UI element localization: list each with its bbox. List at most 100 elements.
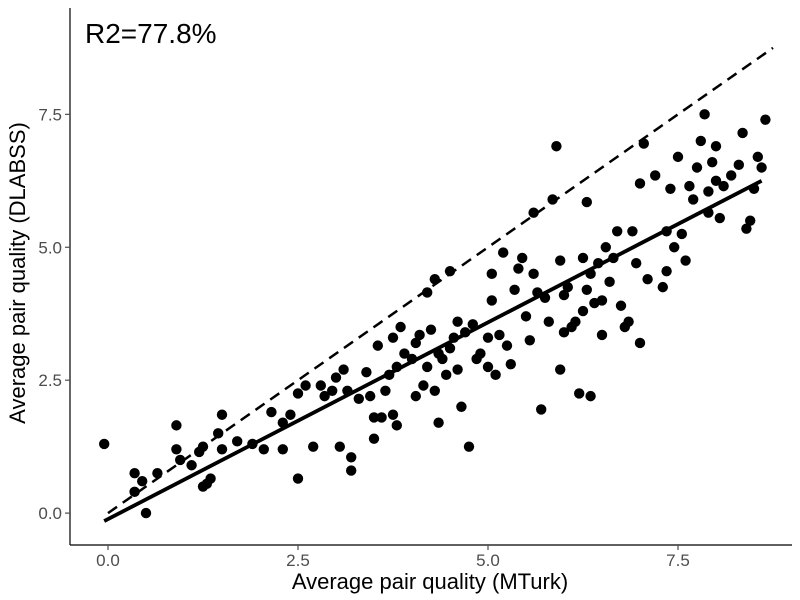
- data-point: [756, 162, 767, 173]
- data-point: [372, 340, 383, 351]
- data-point: [608, 252, 619, 264]
- data-point: [555, 364, 566, 375]
- data-point: [517, 252, 528, 264]
- data-point: [577, 252, 589, 264]
- data-point: [596, 329, 608, 341]
- data-point: [539, 292, 551, 303]
- data-point: [612, 226, 623, 237]
- data-point: [551, 141, 562, 152]
- data-point: [441, 369, 452, 381]
- data-point: [657, 281, 668, 293]
- data-point: [266, 406, 277, 418]
- data-point: [760, 114, 771, 125]
- data-point: [395, 321, 406, 333]
- data-point: [627, 226, 638, 237]
- data-point: [175, 454, 186, 466]
- x-tick-label: 7.5: [666, 551, 690, 570]
- data-point: [129, 468, 140, 479]
- data-point: [482, 361, 494, 373]
- plot-area: [99, 46, 774, 523]
- data-point: [277, 444, 288, 455]
- data-point: [315, 380, 326, 391]
- fit-line-layer: [103, 179, 763, 523]
- data-point: [695, 135, 706, 147]
- data-point: [718, 180, 729, 192]
- data-point: [171, 420, 182, 431]
- data-point: [327, 385, 338, 397]
- data-point: [452, 316, 463, 327]
- data-point: [596, 295, 608, 306]
- y-axis-title: Average pair quality (DLABSS): [5, 122, 30, 424]
- data-point: [258, 444, 269, 455]
- data-point: [463, 441, 475, 452]
- data-point: [425, 324, 437, 335]
- data-point: [631, 258, 642, 269]
- data-point: [680, 255, 691, 266]
- data-point: [197, 441, 209, 452]
- data-point: [574, 388, 585, 399]
- data-point: [330, 372, 342, 383]
- data-point: [346, 465, 357, 476]
- x-axis-title: Average pair quality (MTurk): [292, 569, 568, 594]
- data-point: [528, 268, 539, 280]
- data-point: [562, 281, 573, 293]
- data-point: [710, 141, 722, 152]
- data-point: [444, 343, 456, 354]
- data-point: [585, 268, 596, 280]
- y-tick-label: 7.5: [38, 105, 62, 124]
- data-point: [494, 329, 505, 341]
- data-point: [437, 353, 448, 365]
- data-point: [140, 507, 152, 519]
- x-axis-ticks: 0.0 2.5 5.0 7.5: [96, 545, 690, 570]
- data-point: [745, 215, 756, 226]
- data-point: [501, 340, 513, 351]
- data-point: [593, 258, 604, 269]
- data-point: [308, 441, 319, 452]
- data-point: [513, 263, 524, 274]
- data-point: [414, 329, 425, 341]
- data-point: [334, 441, 345, 452]
- data-point: [300, 380, 311, 391]
- data-point: [368, 412, 380, 423]
- fit-line: [103, 179, 763, 523]
- data-point: [205, 473, 216, 484]
- data-point: [406, 353, 418, 365]
- data-point: [391, 361, 402, 373]
- data-point: [558, 289, 570, 301]
- data-point: [684, 180, 695, 192]
- data-point: [498, 247, 509, 258]
- data-point: [129, 486, 140, 498]
- data-point: [703, 207, 714, 218]
- data-point: [661, 226, 672, 237]
- data-point: [277, 417, 288, 428]
- data-point: [691, 162, 703, 173]
- data-point: [581, 196, 592, 208]
- data-point: [338, 364, 349, 375]
- data-point: [623, 316, 634, 327]
- data-point: [585, 390, 596, 402]
- data-point: [422, 287, 433, 298]
- y-tick-label: 2.5: [38, 371, 62, 390]
- data-point: [137, 475, 148, 487]
- data-point: [444, 265, 456, 277]
- data-point: [353, 393, 364, 404]
- data-point: [216, 444, 228, 455]
- data-point: [509, 284, 520, 295]
- data-point: [714, 212, 725, 224]
- data-point: [99, 438, 110, 450]
- data-point: [634, 337, 646, 349]
- data-point: [387, 409, 399, 420]
- data-point: [688, 194, 699, 205]
- data-point: [676, 228, 687, 240]
- data-point: [752, 151, 763, 163]
- data-point: [384, 369, 395, 381]
- data-point: [482, 332, 494, 343]
- data-point: [528, 207, 539, 218]
- data-point: [365, 390, 376, 402]
- data-point: [669, 242, 680, 253]
- data-point: [726, 170, 737, 181]
- data-point: [460, 327, 471, 338]
- data-point: [707, 156, 718, 168]
- data-point: [532, 287, 543, 298]
- data-point: [536, 404, 547, 415]
